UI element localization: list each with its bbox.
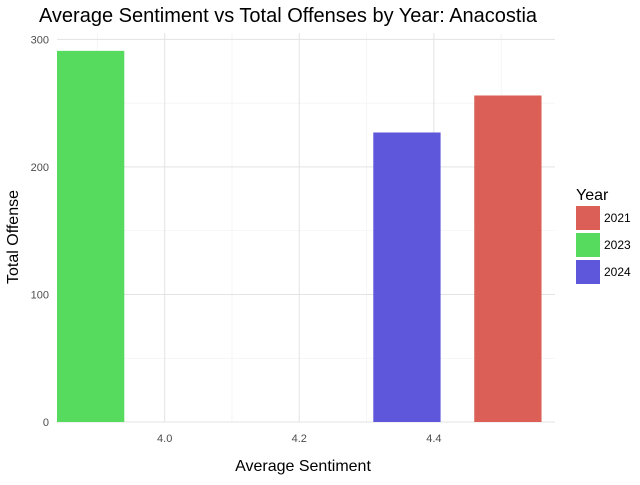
bar-2021	[474, 95, 542, 422]
legend-entries: 2021 2023 2024	[576, 206, 631, 284]
bars	[57, 50, 542, 422]
legend-title: Year	[576, 187, 609, 204]
bar-2024	[373, 132, 441, 422]
x-tick-label: 4.2	[292, 433, 307, 445]
y-tick-label: 0	[43, 417, 49, 429]
axis-ticks: 0 100 200 300 4.0 4.2 4.4	[31, 34, 442, 445]
legend-label: 2024	[604, 265, 631, 279]
legend-swatch-2023	[576, 233, 600, 257]
legend: Year 2021 2023 2024	[576, 187, 631, 284]
legend-swatch-2024	[576, 260, 600, 284]
x-tick-label: 4.0	[157, 433, 172, 445]
y-tick-label: 100	[31, 289, 49, 301]
y-tick-label: 300	[31, 34, 49, 46]
legend-swatch-2021	[576, 206, 600, 230]
legend-label: 2023	[604, 238, 631, 252]
y-tick-label: 200	[31, 162, 49, 174]
chart-title: Average Sentiment vs Total Offenses by Y…	[39, 5, 538, 27]
x-axis-label: Average Sentiment	[235, 458, 371, 475]
bar-2023	[57, 50, 125, 422]
legend-label: 2021	[604, 211, 631, 225]
x-tick-label: 4.4	[426, 433, 441, 445]
y-axis-label: Total Offense	[5, 190, 22, 284]
